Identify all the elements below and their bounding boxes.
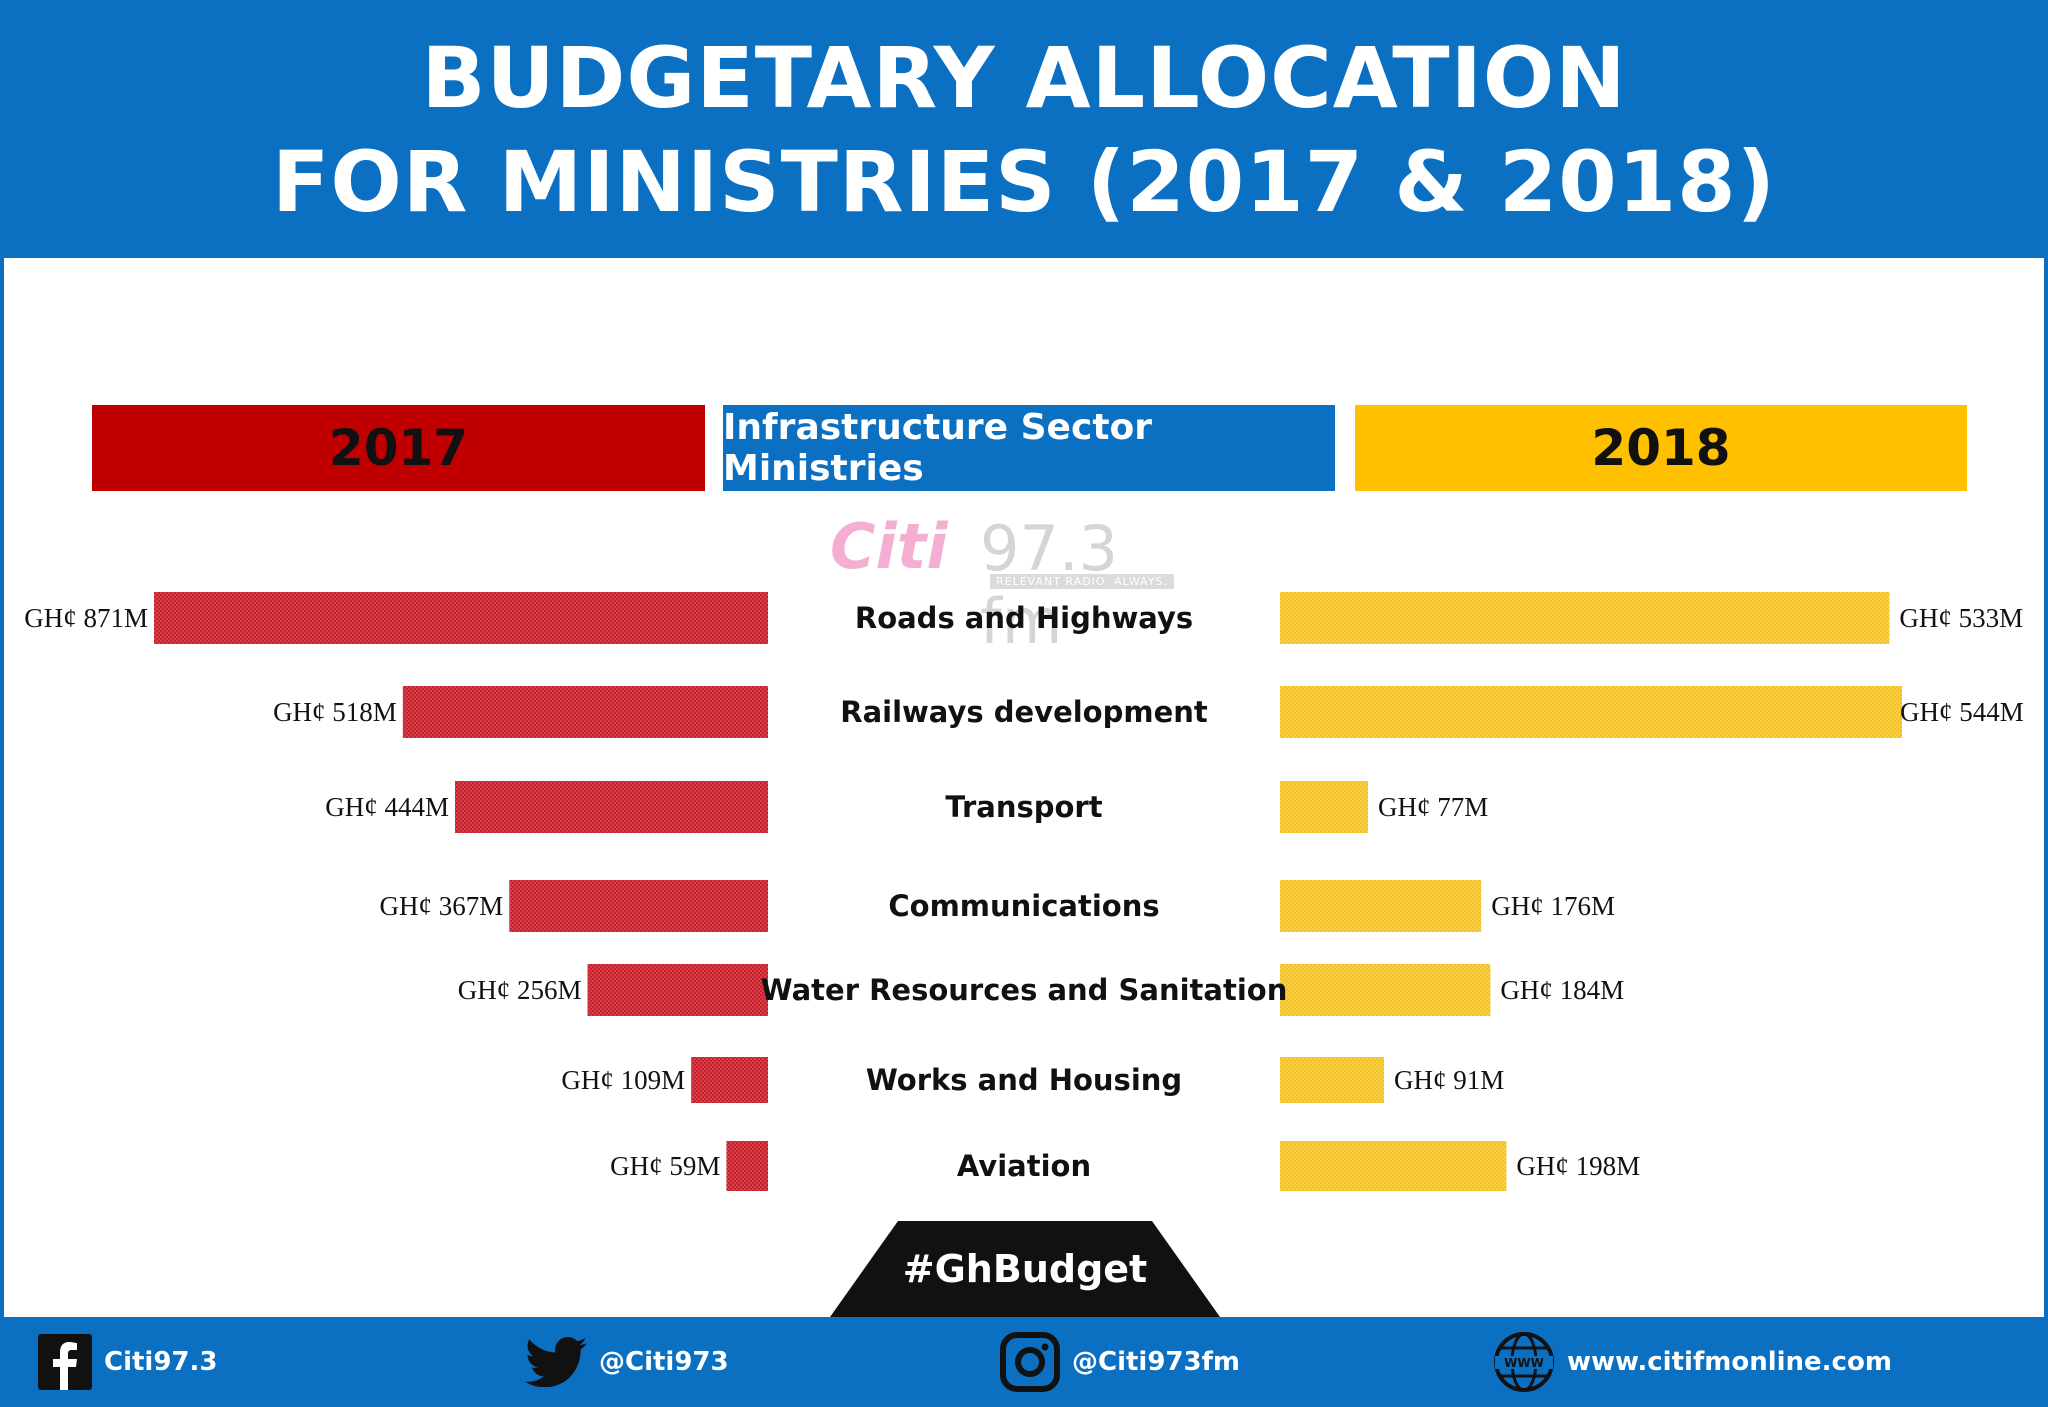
bar-2017 [691,1057,768,1103]
hashtag-badge: #GhBudget [830,1221,1220,1317]
footer-bar: Citi97.3 @Citi973 @Citi973fm WWW www.cit… [0,1317,2048,1407]
title-line-2: FOR MINISTRIES (2017 & 2018) [271,133,1777,231]
category-label: Communications [888,889,1159,923]
value-label-2018: GH¢ 91M [1394,1065,1504,1095]
category-label: Roads and Highways [855,601,1193,635]
watermark-frequency: 97.3 fm [980,512,1119,658]
value-label-2017: GH¢ 256M [458,975,582,1005]
value-label-2017: GH¢ 109M [561,1065,685,1095]
bar-2018 [1280,592,1890,644]
globe-icon: WWW [1493,1331,1555,1393]
value-label-2017: GH¢ 444M [325,792,449,822]
footer-website[interactable]: WWW www.citifmonline.com [1493,1317,1892,1407]
title-line-1: BUDGETARY ALLOCATION [421,29,1627,127]
bar-2018 [1280,880,1482,932]
category-label: Works and Housing [866,1063,1182,1097]
value-label-2018: GH¢ 176M [1491,891,1615,921]
bar-2018 [1280,686,1902,738]
bar-2017 [154,592,768,644]
hashtag-text: #GhBudget [902,1247,1148,1291]
page-title: BUDGETARY ALLOCATION FOR MINISTRIES (201… [0,26,2048,234]
value-label-2018: GH¢ 184M [1500,975,1624,1005]
watermark-brand: Citi [830,510,948,583]
svg-text:WWW: WWW [1504,1356,1544,1370]
instagram-handle: @Citi973fm [1072,1347,1241,1377]
value-label-2017: GH¢ 59M [610,1151,720,1181]
value-label-2017: GH¢ 518M [273,697,397,727]
value-label-2018: GH¢ 198M [1516,1151,1640,1181]
header-banner: BUDGETARY ALLOCATION FOR MINISTRIES (201… [0,0,2048,258]
bar-2017 [587,964,768,1016]
category-label: Transport [945,790,1102,824]
facebook-handle: Citi97.3 [104,1347,218,1377]
legend-band-2017: 2017 [92,405,705,491]
bar-2017 [402,686,768,738]
footer-facebook[interactable]: Citi97.3 [38,1317,217,1407]
instagram-icon [1000,1332,1060,1392]
category-label: Water Resources and Sanitation [761,973,1288,1007]
bar-2017 [455,781,768,833]
watermark-tagline: RELEVANT RADIO. ALWAYS. [990,574,1174,589]
category-labels: Roads and Highways Railways development Tr… [761,601,1288,1183]
footer-instagram[interactable]: @Citi973fm [1000,1317,1240,1407]
bar-2018 [1280,1057,1385,1103]
category-label: Aviation [957,1149,1091,1183]
category-label: Railways development [840,695,1208,729]
citi-fm-watermark: Citi 97.3 fm RELEVANT RADIO. ALWAYS. [830,510,1200,658]
value-label-2017: GH¢ 367M [380,891,504,921]
twitter-icon [525,1337,587,1387]
bar-2018 [1280,781,1369,833]
footer-twitter[interactable]: @Citi973 [525,1317,729,1407]
value-label-2018: GH¢ 77M [1378,792,1488,822]
bar-2017 [726,1141,768,1191]
value-label-2017: GH¢ 871M [24,603,148,633]
facebook-icon [38,1334,92,1390]
bar-2017 [509,880,768,932]
legend-band-2018: 2018 [1355,405,1967,491]
value-label-2018: GH¢ 533M [1899,603,2023,633]
value-label-2018: GH¢ 544M [1900,697,2024,727]
bar-2018 [1280,964,1491,1016]
bars-2017: GH¢ 871M GH¢ 518M GH¢ 444M GH¢ 367M GH¢ 256M… [24,592,768,1191]
twitter-handle: @Citi973 [599,1347,729,1377]
bars-2018: GH¢ 533M GH¢ 544M GH¢ 77M GH¢ 176M GH¢ 184M G… [1280,592,2024,1191]
website-url: www.citifmonline.com [1567,1347,1892,1377]
hashtag-trapezoid [830,1221,1220,1317]
bar-2018 [1280,1141,1507,1191]
legend-band-sector: Infrastructure Sector Ministries [723,405,1335,491]
